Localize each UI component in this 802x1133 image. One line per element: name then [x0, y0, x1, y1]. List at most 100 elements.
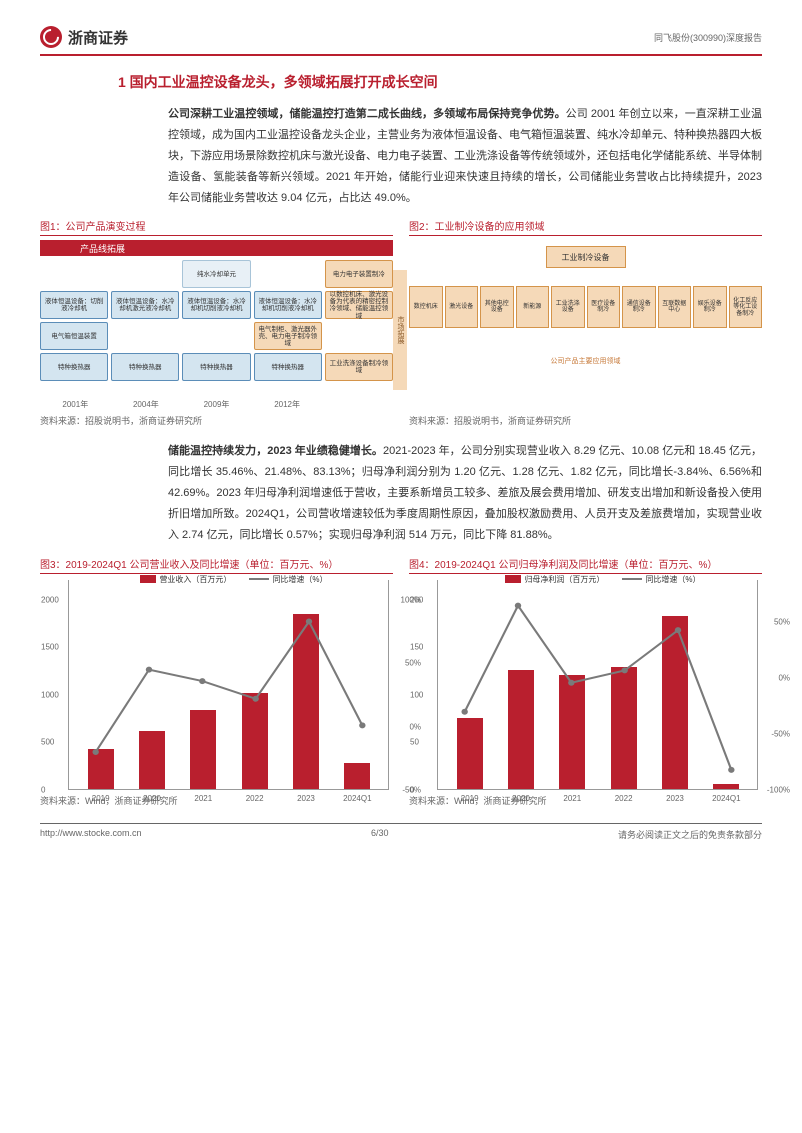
fig2-source: 资料来源：招股说明书，浙商证券研究所 [409, 414, 762, 427]
bar [559, 675, 585, 789]
bar [88, 749, 114, 789]
para2-text: 2021-2023 年，公司分别实现营业收入 8.29 亿元、10.08 亿元和… [168, 445, 762, 541]
fig3-legend-line: 同比增速（%） [249, 574, 327, 585]
fig2-box: 化工反应等化工设备制冷 [729, 286, 763, 328]
bar-wrap: 2021 [547, 675, 598, 789]
y2-tick: 50% [405, 659, 421, 668]
x-label: 2022 [615, 794, 633, 803]
figure-3: 图3：2019-2024Q1 公司营业收入及同比增速（单位：百万元、%） 营业收… [40, 556, 393, 807]
fig1-cell: 液体恒温设备：水冷却机切削液冷却机 [254, 291, 322, 319]
bar [190, 710, 216, 789]
fig4-legend-bar-label: 归母净利润（百万元） [524, 574, 604, 585]
bar-wrap: 2020 [126, 731, 177, 789]
fig1-cell: 以数控机床、激光设备为代表的精密控制冷领域、储能温控领域 [325, 291, 393, 319]
x-label: 2019 [461, 794, 479, 803]
x-label: 2024Q1 [343, 794, 371, 803]
fig1-cell [40, 260, 108, 288]
bar-wrap: 2019 [444, 718, 495, 789]
bar [611, 667, 637, 789]
fig2-box: 新能源 [516, 286, 550, 328]
fig2-box: 其他电控设备 [480, 286, 514, 328]
y-tick: 50 [410, 738, 419, 747]
fig4-chart: 归母净利润（百万元） 同比增速（%） 050100150200-100%-50%… [437, 580, 758, 790]
figure-1: 图1：公司产品演变过程 产品线拓展 纯水冷却单元 电力电子装置制冷液体恒温设备：切… [40, 218, 393, 427]
fig1-arrow: 市场拓展 [393, 270, 407, 390]
fig3-legend: 营业收入（百万元） 同比增速（%） [89, 574, 379, 585]
bar-wrap: 2024Q1 [701, 784, 752, 789]
fig4-legend-line-label: 同比增速（%） [645, 574, 700, 585]
bar-wrap: 2022 [598, 667, 649, 789]
fig3-legend-bar-label: 营业收入（百万元） [159, 574, 231, 585]
fig1-cell: 电力电子装置制冷 [325, 260, 393, 288]
fig1-cell: 特种换热器 [40, 353, 108, 381]
fig1-year: 2001年 [40, 399, 111, 410]
figure-4: 图4：2019-2024Q1 公司归母净利润及同比增速（单位：百万元、%） 归母… [409, 556, 762, 807]
bar [293, 614, 319, 789]
x-label: 2020 [512, 794, 530, 803]
bars-container: 201920202021202220232024Q1 [438, 600, 758, 789]
y-tick: 200 [410, 595, 423, 604]
x-label: 2021 [563, 794, 581, 803]
fig1-year [322, 399, 393, 410]
footer-disclaimer: 请务必阅读正文之后的免责条款部分 [618, 828, 762, 841]
bar-wrap: 2023 [280, 614, 331, 789]
fig1-diagram: 产品线拓展 纯水冷却单元电力电子装置制冷液体恒温设备：切削液冷却机液体恒温设备：… [40, 240, 393, 410]
logo: 浙商证券 [40, 26, 128, 48]
fig1-year: 2009年 [181, 399, 252, 410]
y-tick: 100 [410, 690, 423, 699]
bar-wrap: 2021 [178, 710, 229, 789]
fig2-box: 工业洗涤设备 [551, 286, 585, 328]
para1-bold: 公司深耕工业温控领域，储能温控打造第二成长曲线，多领域布局保持竞争优势。 [168, 108, 566, 120]
fig2-box: 医疗设备制冷 [587, 286, 621, 328]
y2-tick: 50% [774, 618, 790, 627]
fig1-cell [111, 322, 179, 350]
line-swatch-icon [622, 578, 642, 580]
fig1-cell: 特种换热器 [254, 353, 322, 381]
y2-tick: -50% [771, 730, 790, 739]
fig1-cell: 电气制柜、激光器外壳、电力电子制冷领域 [254, 322, 322, 350]
x-label: 2020 [143, 794, 161, 803]
fig1-year: 2012年 [252, 399, 323, 410]
fig1-cell [111, 260, 179, 288]
fig2-note: 公司产品主要应用领域 [409, 356, 762, 366]
x-label: 2022 [246, 794, 264, 803]
fig1-cell: 液体恒温设备：切削液冷却机 [40, 291, 108, 319]
fig1-cell [254, 260, 322, 288]
bar [457, 718, 483, 789]
fig2-box: 互联数据中心 [658, 286, 692, 328]
fig2-boxes: 数控机床激光设备其他电控设备新能源工业洗涤设备医疗设备制冷通信设备制冷互联数据中… [409, 286, 762, 328]
fig3-legend-bar: 营业收入（百万元） [140, 574, 231, 585]
y2-tick: -100% [767, 785, 790, 794]
fig2-box: 通信设备制冷 [622, 286, 656, 328]
figure-row-2: 图3：2019-2024Q1 公司营业收入及同比增速（单位：百万元、%） 营业收… [40, 556, 762, 807]
bar-swatch-icon [505, 575, 521, 583]
fig2-title: 图2：工业制冷设备的应用领域 [409, 218, 762, 236]
paragraph-1: 公司深耕工业温控领域，储能温控打造第二成长曲线，多领域布局保持竞争优势。公司 2… [168, 104, 762, 208]
fig1-source: 资料来源：招股说明书，浙商证券研究所 [40, 414, 393, 427]
bar-wrap: 2023 [649, 616, 700, 789]
fig1-banner: 产品线拓展 [40, 240, 393, 256]
x-label: 2023 [666, 794, 684, 803]
x-label: 2021 [194, 794, 212, 803]
fig1-cell: 特种换热器 [182, 353, 250, 381]
fig4-title: 图4：2019-2024Q1 公司归母净利润及同比增速（单位：百万元、%） [409, 556, 762, 574]
fig1-cell: 液体恒温设备：水冷却机激光液冷却机 [111, 291, 179, 319]
fig1-title: 图1：公司产品演变过程 [40, 218, 393, 236]
bar-wrap: 2022 [229, 693, 280, 789]
fig1-cell: 特种换热器 [111, 353, 179, 381]
fig1-cell: 电气箱恒温装置 [40, 322, 108, 350]
y-tick: 0 [41, 785, 45, 794]
page: 浙商证券 同飞股份(300990)深度报告 1 国内工业温控设备龙头，多领域拓展… [0, 0, 802, 861]
y-tick: 2000 [41, 595, 59, 604]
company-name: 浙商证券 [68, 27, 128, 48]
fig1-cell [325, 322, 393, 350]
fig1-years: 2001年2004年2009年2012年 [40, 399, 393, 410]
footer-url: http://www.stocke.com.cn [40, 828, 142, 841]
y-tick: 500 [41, 738, 54, 747]
bar [713, 784, 739, 789]
x-label: 2024Q1 [712, 794, 740, 803]
figure-row-1: 图1：公司产品演变过程 产品线拓展 纯水冷却单元 电力电子装置制冷液体恒温设备：切… [40, 218, 762, 427]
logo-icon [40, 26, 62, 48]
fig2-box: 数控机床 [409, 286, 443, 328]
fig1-cell: 纯水冷却单元 [182, 260, 250, 288]
